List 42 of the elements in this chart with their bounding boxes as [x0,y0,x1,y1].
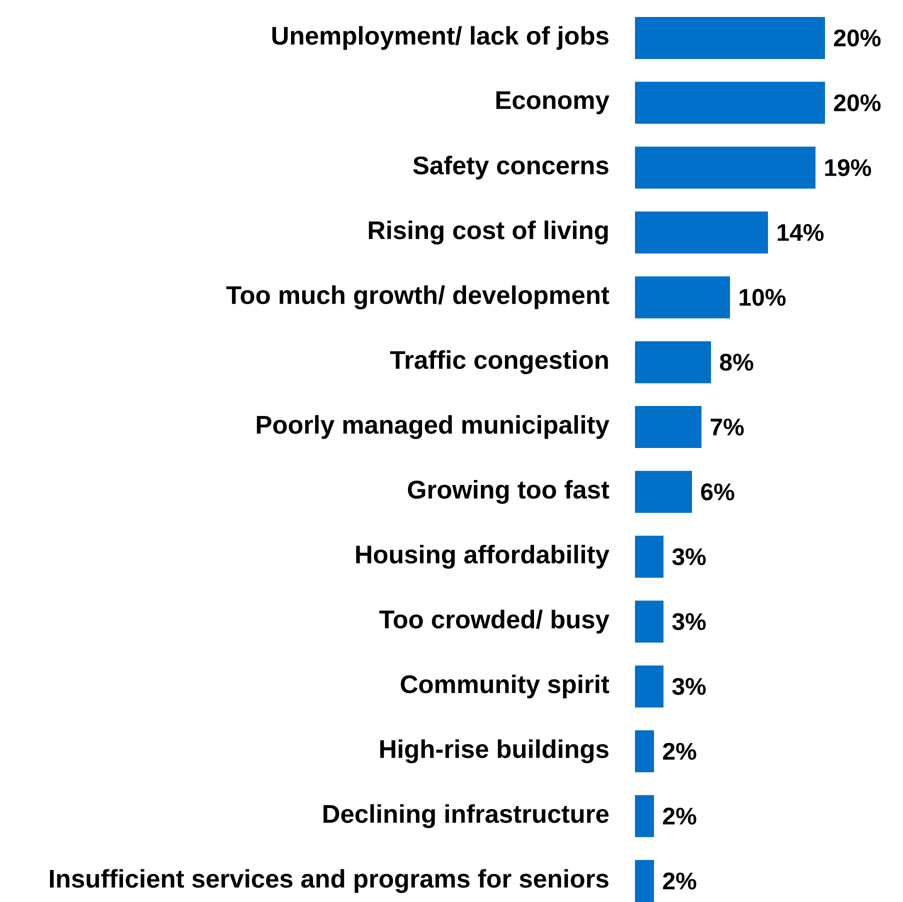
data-label: 19% [825,159,872,176]
y-tick-label: Declining infrastructure [324,804,609,828]
data-label: 6% [701,483,734,500]
bar [634,860,654,902]
data-label: 3% [672,548,706,566]
bar [634,406,702,448]
y-tick-label: High-rise buildings [380,739,608,764]
bar [634,795,654,838]
bar [634,276,730,318]
bar [634,341,711,384]
bar [634,146,816,189]
bar [634,16,825,59]
data-label: 8% [720,354,754,371]
data-label: 2% [663,872,696,890]
y-tick-label: Too crowded/ busy [379,610,610,634]
data-label: 3% [672,678,706,695]
bar [634,212,768,254]
bar [634,665,664,708]
y-tick-label: Community spirit [400,674,610,698]
bar [634,82,825,124]
data-label: 20% [834,94,881,112]
bar [634,536,664,578]
bar [634,470,692,513]
y-tick-label: Traffic congestion [390,350,608,374]
data-label: 14% [778,224,824,241]
data-label: 7% [710,418,744,436]
data-label: 20% [834,29,881,46]
bar [634,730,654,772]
y-tick-label: Growing too fast [408,480,610,504]
y-tick-label: Safety concerns [413,156,608,180]
y-tick-label: Housing affordability [356,544,610,569]
y-tick-label: Economy [496,91,610,114]
bar [634,600,664,643]
data-label: 2% [663,808,696,825]
y-tick-label: Rising cost of living [368,220,608,244]
data-label: 3% [672,613,706,630]
y-tick-label: Poorly managed municipality [256,415,610,439]
y-tick-label: Too much growth/ development [226,285,610,310]
y-tick-label: Insufficient services and programs for seniors [50,869,608,893]
y-tick-label: Unemployment/ lack of jobs [272,26,608,50]
data-label: 10% [740,288,786,306]
data-label: 2% [663,742,696,760]
